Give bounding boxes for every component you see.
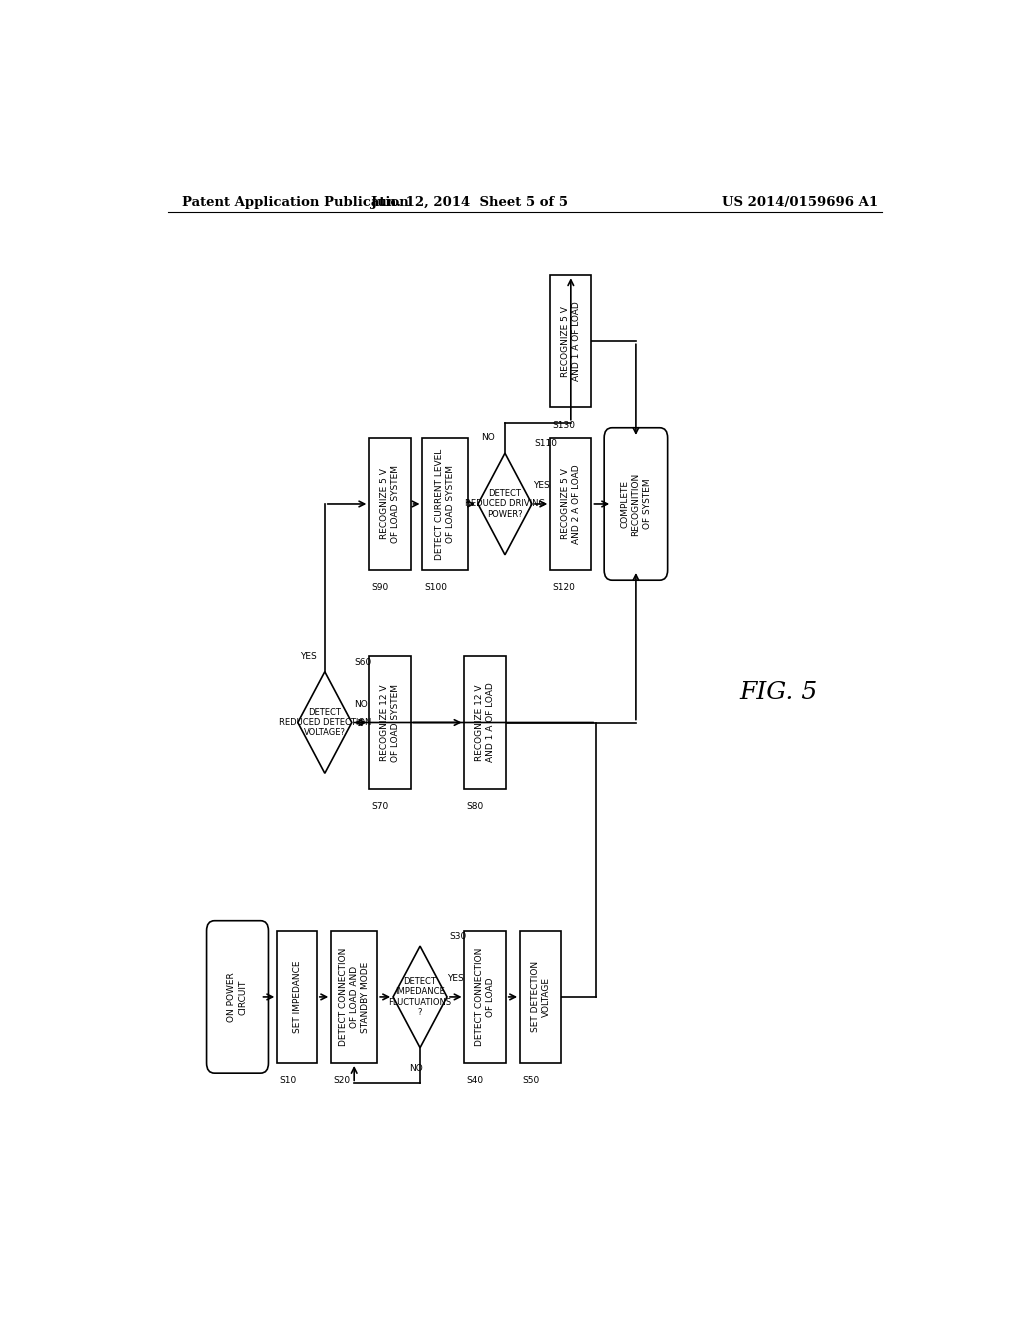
Text: S130: S130 xyxy=(553,421,575,429)
Text: S20: S20 xyxy=(334,1076,350,1085)
Polygon shape xyxy=(298,672,352,774)
FancyBboxPatch shape xyxy=(604,428,668,581)
Text: SET IMPEDANCE: SET IMPEDANCE xyxy=(293,961,301,1034)
Bar xyxy=(465,656,506,788)
Text: DETECT
REDUCED DRIVING
POWER?: DETECT REDUCED DRIVING POWER? xyxy=(465,490,545,519)
Text: YES: YES xyxy=(446,974,463,983)
Bar xyxy=(550,276,592,408)
Text: NO: NO xyxy=(480,433,495,442)
Text: S40: S40 xyxy=(467,1076,484,1085)
Bar xyxy=(465,931,506,1063)
Text: S120: S120 xyxy=(553,583,575,593)
Text: S70: S70 xyxy=(372,801,389,810)
Polygon shape xyxy=(478,453,531,554)
Bar xyxy=(370,438,411,570)
Text: NO: NO xyxy=(410,1064,423,1073)
Text: S50: S50 xyxy=(522,1076,540,1085)
Text: S110: S110 xyxy=(535,440,557,447)
Text: ON POWER
CIRCUIT: ON POWER CIRCUIT xyxy=(227,972,248,1022)
Polygon shape xyxy=(393,946,447,1048)
Text: COMPLETE
RECOGNITION
OF SYSTEM: COMPLETE RECOGNITION OF SYSTEM xyxy=(621,473,651,536)
Text: YES: YES xyxy=(534,482,550,490)
Text: DETECT
IMPEDANCE
FLUCTUATIONS
?: DETECT IMPEDANCE FLUCTUATIONS ? xyxy=(388,977,452,1016)
Text: DETECT CONNECTION
OF LOAD: DETECT CONNECTION OF LOAD xyxy=(475,948,496,1047)
Text: S90: S90 xyxy=(372,583,389,593)
Text: YES: YES xyxy=(301,652,317,661)
Text: S10: S10 xyxy=(280,1076,297,1085)
Text: S80: S80 xyxy=(467,801,484,810)
Bar xyxy=(550,438,592,570)
Text: DETECT CONNECTION
OF LOAD AND
STANDBY MODE: DETECT CONNECTION OF LOAD AND STANDBY MO… xyxy=(339,948,370,1047)
Text: SET DETECTION
VOLTAGE: SET DETECTION VOLTAGE xyxy=(530,961,551,1032)
Text: Jun. 12, 2014  Sheet 5 of 5: Jun. 12, 2014 Sheet 5 of 5 xyxy=(371,195,567,209)
Bar xyxy=(278,931,316,1063)
Text: US 2014/0159696 A1: US 2014/0159696 A1 xyxy=(722,195,878,209)
Bar xyxy=(520,931,561,1063)
Text: RECOGNIZE 5 V
OF LOAD SYSTEM: RECOGNIZE 5 V OF LOAD SYSTEM xyxy=(380,465,400,543)
Text: S60: S60 xyxy=(354,657,372,667)
Text: DETECT CURRENT LEVEL
OF LOAD SYSTEM: DETECT CURRENT LEVEL OF LOAD SYSTEM xyxy=(435,449,456,560)
Text: RECOGNIZE 5 V
AND 1 A OF LOAD: RECOGNIZE 5 V AND 1 A OF LOAD xyxy=(561,301,581,381)
Text: RECOGNIZE 5 V
AND 2 A OF LOAD: RECOGNIZE 5 V AND 2 A OF LOAD xyxy=(561,465,581,544)
Text: NO: NO xyxy=(354,700,369,709)
Text: S30: S30 xyxy=(450,932,467,941)
Bar xyxy=(370,656,411,788)
Text: Patent Application Publication: Patent Application Publication xyxy=(182,195,409,209)
Bar xyxy=(331,931,377,1063)
Text: RECOGNIZE 12 V
OF LOAD SYSTEM: RECOGNIZE 12 V OF LOAD SYSTEM xyxy=(380,684,400,762)
FancyBboxPatch shape xyxy=(207,921,268,1073)
Text: RECOGNIZE 12 V
AND 1 A OF LOAD: RECOGNIZE 12 V AND 1 A OF LOAD xyxy=(475,682,496,763)
Text: DETECT
REDUCED DETECTION
VOLTAGE?: DETECT REDUCED DETECTION VOLTAGE? xyxy=(279,708,371,738)
Text: FIG. 5: FIG. 5 xyxy=(739,681,817,704)
Bar xyxy=(423,438,468,570)
Text: S100: S100 xyxy=(425,583,447,593)
